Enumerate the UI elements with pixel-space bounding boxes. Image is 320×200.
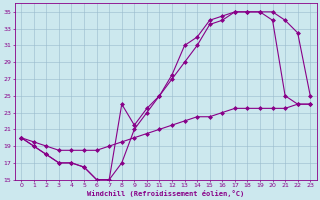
X-axis label: Windchill (Refroidissement éolien,°C): Windchill (Refroidissement éolien,°C): [87, 190, 244, 197]
